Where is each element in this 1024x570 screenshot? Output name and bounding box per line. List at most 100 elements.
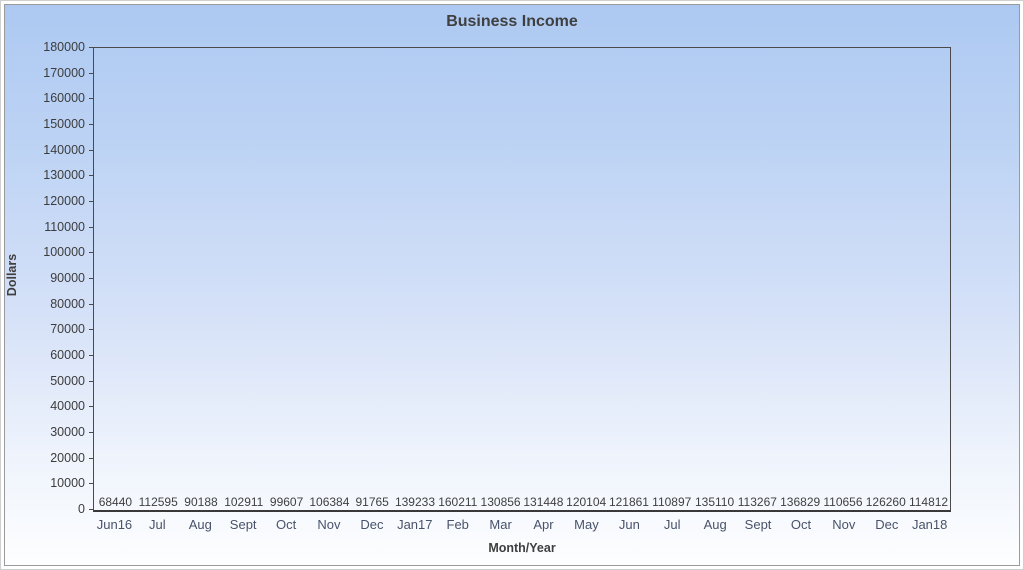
bar-slot: 106384 xyxy=(308,495,351,510)
bar-value-label: 90188 xyxy=(184,495,218,509)
y-tick-label: 90000 xyxy=(50,271,85,285)
x-tick-label: Aug xyxy=(188,517,212,532)
y-tick-label: 10000 xyxy=(50,476,85,491)
x-tick-label: Apr xyxy=(533,517,554,532)
x-tick-label: Jul xyxy=(149,517,166,532)
y-tick-mark xyxy=(89,201,93,202)
x-tick-label: Oct xyxy=(790,517,812,532)
y-tick-mark xyxy=(89,329,93,331)
bar-slot: 120104 xyxy=(565,495,608,510)
y-tick-mark xyxy=(89,47,93,48)
x-tick-label: Jul xyxy=(663,517,681,532)
bar-slot: 102911 xyxy=(222,495,265,510)
y-tick-mark xyxy=(89,226,93,228)
x-axis: Jun16 Jul Aug Sept Oct Nov Dec Jan17 Feb Mar Apr Ma… xyxy=(93,517,951,532)
y-tick-label: 110000 xyxy=(44,219,85,234)
plot-area: 68440 112595 90188 102911 99607 106384 91765 13… xyxy=(93,47,951,512)
bars-row: 68440 112595 90188 102911 99607 106384 91765 13… xyxy=(94,48,950,510)
y-tick-mark xyxy=(89,457,93,459)
bar-value-label: 99607 xyxy=(269,495,304,509)
bar-value-label: 130856 xyxy=(480,495,521,509)
bar-value-label: 91765 xyxy=(355,495,389,509)
y-tick-label: 50000 xyxy=(50,373,85,388)
y-tick-mark xyxy=(89,380,93,382)
bar-value-label: 126260 xyxy=(865,495,906,509)
y-tick-label: 100000 xyxy=(43,245,85,260)
y-tick-mark xyxy=(89,278,93,279)
y-axis: 0 10000 20000 30000 40000 50000 60000 70000 8000… xyxy=(5,40,93,516)
y-tick-mark xyxy=(89,355,93,356)
x-tick-label: Jun16 xyxy=(96,517,133,532)
bar-slot: 99607 xyxy=(265,495,308,510)
y-tick-label: 0 xyxy=(78,502,85,516)
bar-value-label: 139233 xyxy=(394,495,435,509)
x-tick-label: Sept xyxy=(229,517,257,532)
y-tick-mark xyxy=(89,72,93,74)
y-tick-label: 160000 xyxy=(43,91,85,106)
bar-value-label: 102911 xyxy=(224,495,264,509)
y-tick-label: 60000 xyxy=(50,348,85,362)
bar-slot: 68440 xyxy=(94,495,137,510)
bar-value-label: 120104 xyxy=(566,495,607,509)
bar-slot: 91765 xyxy=(351,495,394,510)
bar-slot: 90188 xyxy=(180,495,223,510)
x-tick-label: Nov xyxy=(317,517,341,532)
x-tick-label: Dec xyxy=(360,517,384,532)
bar-value-label: 114812 xyxy=(908,495,949,509)
x-tick-label: Dec xyxy=(875,517,899,532)
y-tick-label: 130000 xyxy=(43,168,85,183)
bar-value-label: 106384 xyxy=(309,495,350,509)
bar-slot: 126260 xyxy=(864,495,907,510)
y-tick-label: 70000 xyxy=(50,322,85,337)
y-tick-mark xyxy=(89,252,93,254)
x-tick-label: May xyxy=(574,517,599,532)
y-tick-label: 80000 xyxy=(50,296,85,311)
y-axis-title: Dollars xyxy=(5,253,20,297)
bar-slot: 135110 xyxy=(693,495,736,510)
bar-slot: 139233 xyxy=(394,495,437,510)
bar-slot: 112595 xyxy=(137,495,180,510)
bar-value-label: 136829 xyxy=(780,495,821,509)
y-tick-label: 30000 xyxy=(50,425,85,439)
x-tick-label: Jan18 xyxy=(911,517,948,532)
bar-slot: 130856 xyxy=(479,495,522,510)
y-tick-mark xyxy=(89,406,93,408)
y-tick-label: 170000 xyxy=(43,65,85,80)
bar-slot: 113267 xyxy=(736,495,779,510)
bar-value-label: 160211 xyxy=(438,495,478,509)
y-tick-mark xyxy=(89,509,93,510)
y-tick-label: 40000 xyxy=(50,399,85,414)
bar-slot: 131448 xyxy=(522,495,565,510)
bar-value-label: 110656 xyxy=(823,495,863,509)
bar-slot: 114812 xyxy=(907,495,950,510)
y-tick-label: 180000 xyxy=(43,40,85,54)
bar-slot: 160211 xyxy=(436,495,479,510)
bar-value-label: 121861 xyxy=(608,495,649,509)
y-tick-mark xyxy=(89,483,93,485)
x-tick-label: Oct xyxy=(275,517,297,532)
x-tick-label: Jan17 xyxy=(397,517,433,532)
x-tick-label: Mar xyxy=(489,517,512,532)
x-tick-label: Sept xyxy=(744,517,772,532)
y-tick-label: 20000 xyxy=(50,450,85,465)
bar-value-label: 135110 xyxy=(694,495,735,509)
bar-value-label: 68440 xyxy=(98,495,133,509)
chart-canvas: Business Income 0 10000 20000 30000 40000 500… xyxy=(4,4,1020,566)
y-tick-mark xyxy=(89,303,93,305)
bar-slot: 110656 xyxy=(822,495,865,510)
y-tick-label: 120000 xyxy=(43,194,85,208)
bar-value-label: 113267 xyxy=(737,495,777,509)
y-tick-mark xyxy=(89,98,93,100)
bar-value-label: 110897 xyxy=(652,495,692,509)
bar-value-label: 112595 xyxy=(138,495,178,509)
y-tick-mark xyxy=(89,149,93,151)
x-tick-label: Nov xyxy=(832,517,856,532)
bar-slot: 110897 xyxy=(650,495,693,510)
bar-slot: 121861 xyxy=(608,495,651,510)
y-tick-mark xyxy=(89,124,93,125)
y-tick-mark xyxy=(89,432,93,433)
x-tick-label: Jun xyxy=(618,517,640,532)
x-tick-label: Feb xyxy=(446,517,469,532)
y-tick-label: 140000 xyxy=(43,142,85,157)
